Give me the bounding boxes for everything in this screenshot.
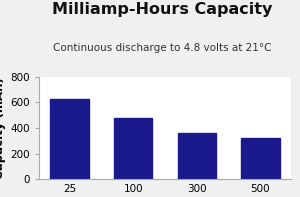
- Text: Milliamp-Hours Capacity: Milliamp-Hours Capacity: [52, 2, 272, 17]
- Text: Continuous discharge to 4.8 volts at 21°C: Continuous discharge to 4.8 volts at 21°…: [53, 43, 271, 53]
- Bar: [50, 99, 88, 179]
- Bar: [242, 138, 280, 179]
- Bar: [178, 133, 216, 179]
- Y-axis label: Capacity (mAh): Capacity (mAh): [0, 77, 6, 179]
- Bar: [114, 118, 152, 179]
